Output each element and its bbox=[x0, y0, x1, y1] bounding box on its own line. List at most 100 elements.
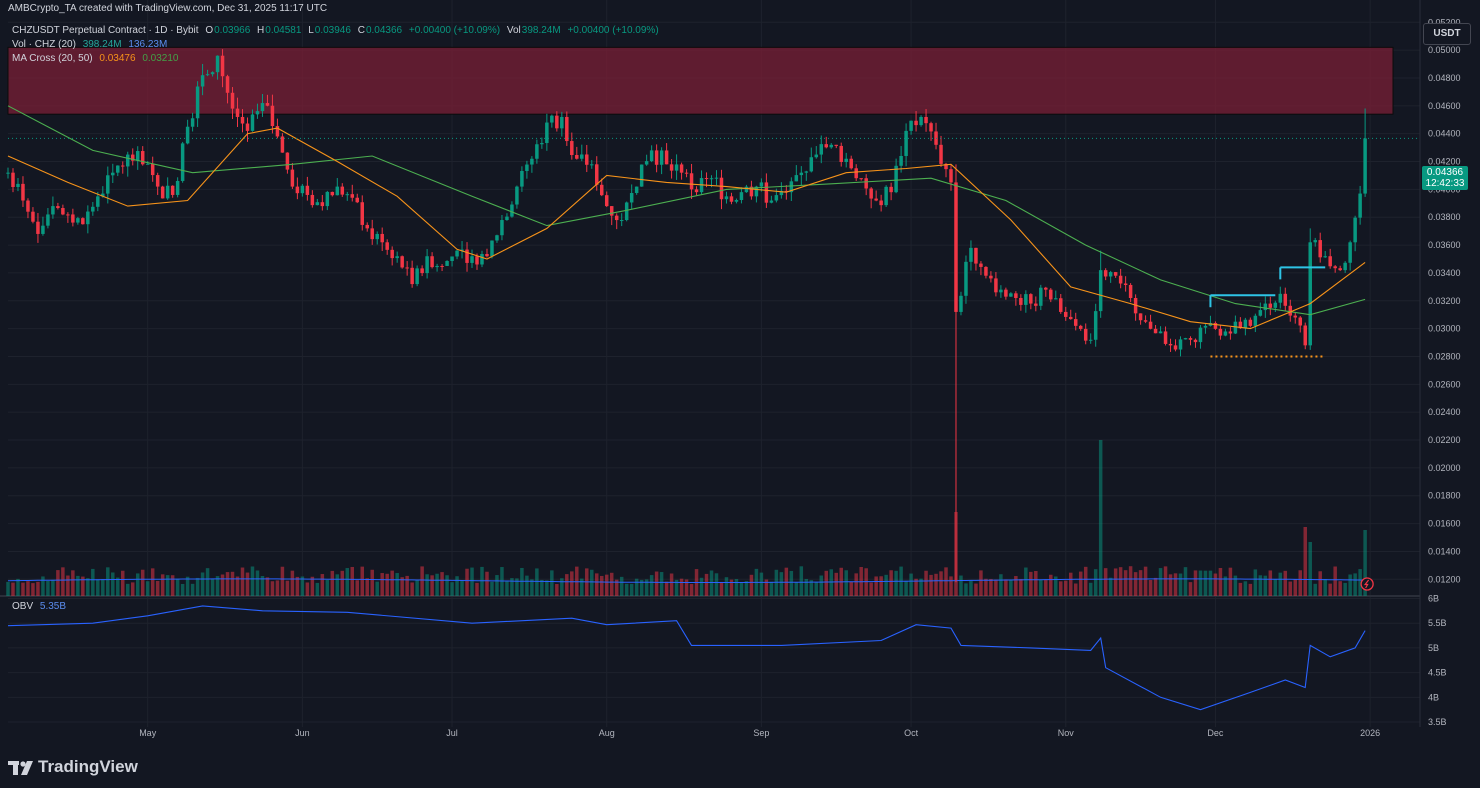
candle-body bbox=[774, 195, 779, 201]
candle-body bbox=[1098, 270, 1103, 312]
volume-bar bbox=[809, 580, 814, 596]
volume-bar bbox=[1014, 576, 1018, 596]
candle-body bbox=[230, 92, 235, 109]
candle-body bbox=[794, 175, 799, 182]
volume-bar bbox=[305, 582, 310, 596]
candle-body bbox=[440, 265, 444, 267]
ma-cross-legend[interactable]: MA Cross (20, 50) 0.03476 0.03210 bbox=[12, 53, 182, 64]
candle-body bbox=[1148, 321, 1153, 329]
volume-bar bbox=[1213, 573, 1218, 596]
candle-body bbox=[1064, 311, 1068, 317]
volume-bar bbox=[604, 574, 609, 596]
candle-body bbox=[704, 178, 709, 180]
candle-body bbox=[999, 289, 1003, 293]
volume-legend[interactable]: Vol · CHZ (20) 398.24M 136.23M bbox=[12, 39, 171, 50]
volume-bar bbox=[619, 576, 624, 596]
volume-bar bbox=[465, 568, 469, 596]
volume-bar bbox=[1173, 573, 1178, 596]
volume-bar bbox=[964, 583, 968, 596]
volume-bar bbox=[1328, 583, 1332, 596]
candle-body bbox=[205, 74, 210, 76]
volume-bar bbox=[280, 566, 285, 596]
volume-bar bbox=[994, 579, 998, 596]
volume-bar bbox=[1054, 576, 1058, 596]
candle-body bbox=[101, 193, 105, 197]
volume-bar bbox=[215, 576, 220, 596]
candle-body bbox=[679, 164, 684, 173]
volume-bar bbox=[824, 570, 829, 596]
candle-body bbox=[91, 206, 95, 212]
candle-body bbox=[1059, 298, 1063, 312]
candle-body bbox=[894, 165, 898, 193]
volume-bar bbox=[81, 576, 85, 596]
candle-body bbox=[1243, 319, 1248, 329]
candle-body bbox=[1068, 316, 1073, 320]
volume-bar bbox=[1044, 579, 1048, 596]
price-axis-label: 0.04800 bbox=[1428, 73, 1461, 83]
volume-bar bbox=[370, 569, 374, 596]
candle-body bbox=[1258, 310, 1263, 316]
vol-label: Vol bbox=[506, 25, 521, 36]
candle-body bbox=[560, 116, 564, 129]
volume-bar bbox=[530, 579, 534, 596]
volume-bar bbox=[1348, 574, 1352, 596]
currency-button[interactable]: USDT bbox=[1423, 23, 1471, 45]
candle-body bbox=[125, 154, 130, 167]
candle-body bbox=[1288, 305, 1293, 316]
candle-body bbox=[545, 122, 549, 144]
time-axis-label: Jun bbox=[295, 728, 310, 738]
volume-bar bbox=[350, 566, 355, 596]
candle-body bbox=[485, 253, 489, 257]
volume-bar bbox=[390, 570, 394, 596]
symbol-legend: CHZUSDT Perpetual Contract · 1D · Bybit … bbox=[12, 25, 663, 36]
volume-bar bbox=[1338, 581, 1342, 596]
volume-bar bbox=[869, 582, 873, 596]
candle-body bbox=[6, 172, 10, 174]
candle-body bbox=[1293, 315, 1298, 318]
candle-body bbox=[1218, 328, 1223, 336]
candle-body bbox=[1313, 240, 1317, 243]
volume-bar bbox=[480, 566, 484, 596]
candle-body bbox=[994, 278, 998, 293]
candle-body bbox=[1328, 256, 1332, 267]
price-axis-label: 0.04400 bbox=[1428, 129, 1461, 139]
candle-body bbox=[1049, 289, 1053, 300]
candle-body bbox=[1103, 270, 1108, 277]
volume-bar bbox=[66, 575, 70, 596]
candle-body bbox=[310, 194, 315, 206]
volume-bar bbox=[185, 576, 190, 596]
high-label: H bbox=[257, 25, 265, 36]
volume-bar bbox=[175, 578, 180, 596]
candle-body bbox=[659, 150, 664, 165]
candle-body bbox=[500, 220, 504, 236]
candle-body bbox=[121, 165, 125, 167]
candle-body bbox=[684, 172, 689, 174]
tradingview-wordmark: TradingView bbox=[38, 757, 138, 776]
volume-bar bbox=[894, 570, 898, 596]
volume-bar bbox=[1049, 574, 1053, 596]
volume-bar bbox=[225, 572, 230, 596]
volume-bar bbox=[255, 570, 260, 596]
volume-bar bbox=[1009, 580, 1013, 596]
candle-body bbox=[1039, 287, 1043, 306]
volume-bar bbox=[1353, 573, 1357, 596]
resistance-zone bbox=[7, 46, 1394, 115]
volume-bar bbox=[440, 572, 444, 596]
candle-body bbox=[116, 165, 120, 173]
candle-body bbox=[345, 194, 350, 196]
volume-bar bbox=[944, 567, 948, 596]
obv-legend[interactable]: OBV 5.35B bbox=[12, 601, 70, 612]
volume-bar bbox=[355, 580, 360, 596]
candle-body bbox=[520, 171, 524, 187]
volume-bar bbox=[734, 579, 739, 596]
tradingview-logo[interactable]: TradingView bbox=[8, 757, 138, 777]
volume-bar bbox=[46, 580, 50, 596]
candle-body bbox=[570, 141, 574, 155]
volume-bar bbox=[644, 579, 649, 596]
candle-body bbox=[41, 225, 45, 234]
volume-bar bbox=[769, 581, 774, 596]
candle-body bbox=[1009, 293, 1013, 297]
volume-bar bbox=[1143, 566, 1148, 596]
candle-body bbox=[864, 178, 868, 189]
